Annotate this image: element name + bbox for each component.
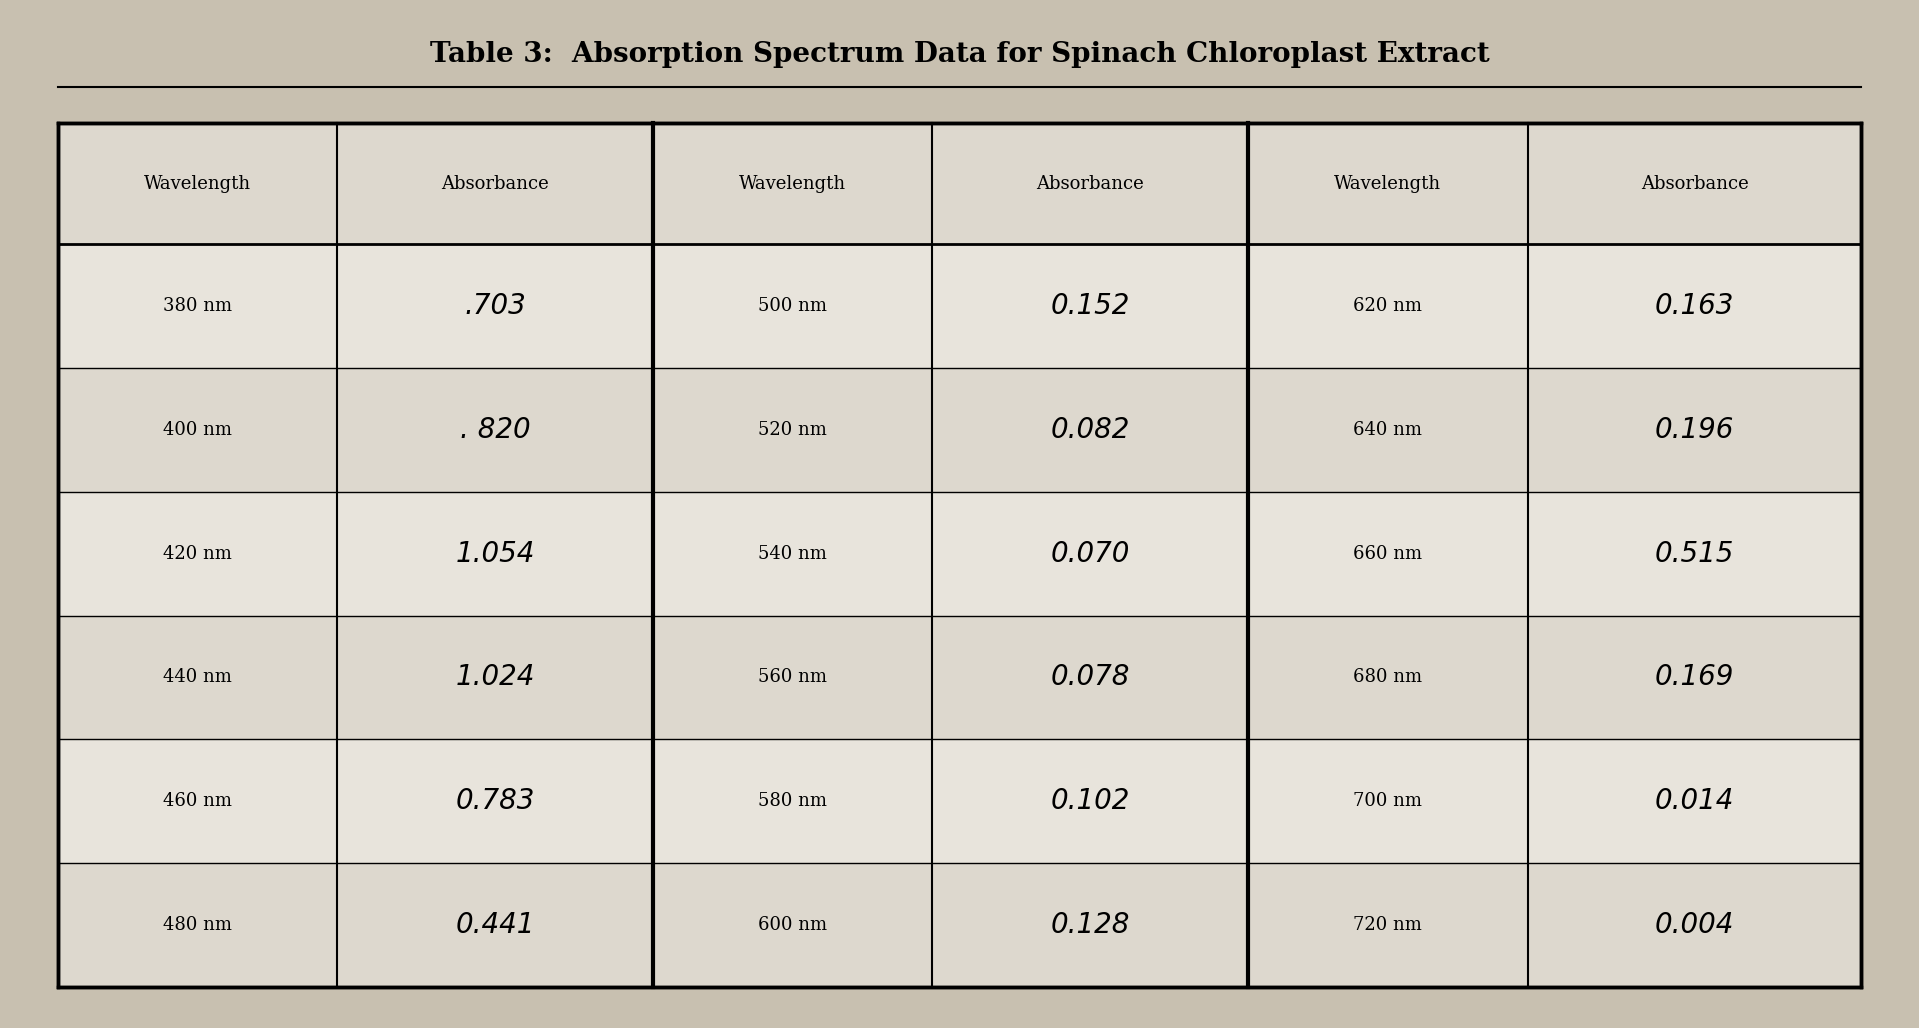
Text: Wavelength: Wavelength [1334, 175, 1441, 193]
FancyBboxPatch shape [58, 368, 1861, 491]
FancyBboxPatch shape [58, 616, 1861, 739]
Text: 0.082: 0.082 [1050, 416, 1130, 444]
Text: 500 nm: 500 nm [758, 297, 827, 316]
Text: 580 nm: 580 nm [758, 793, 827, 810]
Text: Absorbance: Absorbance [1641, 175, 1748, 193]
Text: 0.004: 0.004 [1654, 911, 1735, 939]
Text: 0.515: 0.515 [1654, 540, 1735, 567]
Text: 0.196: 0.196 [1654, 416, 1735, 444]
Text: 680 nm: 680 nm [1353, 668, 1422, 687]
Text: 660 nm: 660 nm [1353, 545, 1422, 562]
Text: Absorbance: Absorbance [1036, 175, 1144, 193]
Text: 0.070: 0.070 [1050, 540, 1130, 567]
Text: Table 3:  Absorption Spectrum Data for Spinach Chloroplast Extract: Table 3: Absorption Spectrum Data for Sp… [430, 41, 1489, 68]
Text: 700 nm: 700 nm [1353, 793, 1422, 810]
Text: 480 nm: 480 nm [163, 916, 232, 934]
Text: 600 nm: 600 nm [758, 916, 827, 934]
Text: 0.128: 0.128 [1050, 911, 1130, 939]
FancyBboxPatch shape [58, 245, 1861, 368]
Text: 440 nm: 440 nm [163, 668, 232, 687]
Text: 0.014: 0.014 [1654, 787, 1735, 815]
Text: 420 nm: 420 nm [163, 545, 232, 562]
Text: Wavelength: Wavelength [739, 175, 846, 193]
Text: 0.441: 0.441 [455, 911, 535, 939]
Text: 400 nm: 400 nm [163, 420, 232, 439]
FancyBboxPatch shape [58, 491, 1861, 616]
FancyBboxPatch shape [58, 739, 1861, 864]
Text: .703: .703 [464, 292, 526, 320]
Text: 0.169: 0.169 [1654, 663, 1735, 692]
Text: 0.078: 0.078 [1050, 663, 1130, 692]
Text: Absorbance: Absorbance [441, 175, 549, 193]
Text: 460 nm: 460 nm [163, 793, 232, 810]
FancyBboxPatch shape [58, 123, 1861, 245]
FancyBboxPatch shape [58, 123, 1861, 987]
Text: 0.152: 0.152 [1050, 292, 1130, 320]
Text: 0.163: 0.163 [1654, 292, 1735, 320]
Text: 520 nm: 520 nm [758, 420, 827, 439]
Text: 620 nm: 620 nm [1353, 297, 1422, 316]
Text: 640 nm: 640 nm [1353, 420, 1422, 439]
Text: Wavelength: Wavelength [144, 175, 251, 193]
FancyBboxPatch shape [58, 864, 1861, 987]
Text: 720 nm: 720 nm [1353, 916, 1422, 934]
Text: 0.102: 0.102 [1050, 787, 1130, 815]
Text: . 820: . 820 [461, 416, 530, 444]
Text: 380 nm: 380 nm [163, 297, 232, 316]
Text: 540 nm: 540 nm [758, 545, 827, 562]
Text: 560 nm: 560 nm [758, 668, 827, 687]
Text: 1.054: 1.054 [455, 540, 535, 567]
Text: 0.783: 0.783 [455, 787, 535, 815]
Text: 1.024: 1.024 [455, 663, 535, 692]
